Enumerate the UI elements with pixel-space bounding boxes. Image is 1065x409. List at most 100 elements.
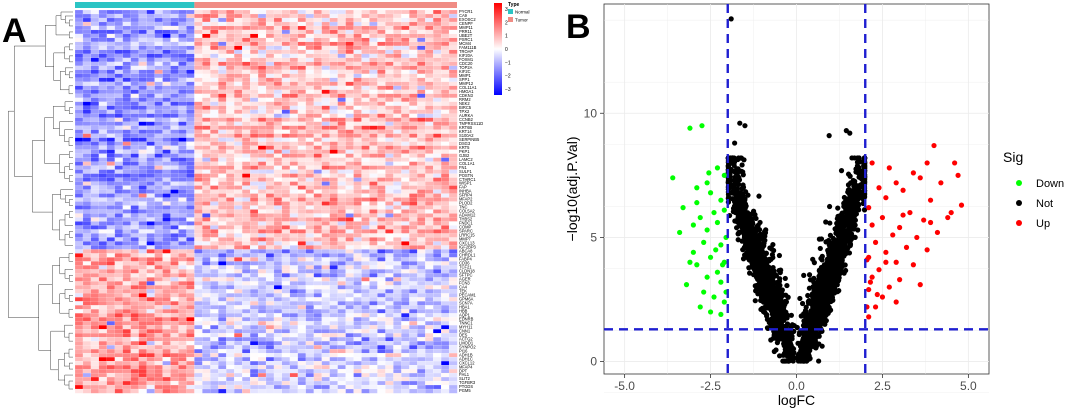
heatmap-cell	[448, 13, 458, 19]
heatmap-cell	[345, 185, 354, 190]
heatmap-cell	[353, 253, 362, 258]
heatmap-cell	[393, 245, 402, 250]
heatmap-cell	[417, 333, 426, 338]
heatmap-cell	[210, 125, 219, 131]
gene-label: SERPINB5	[459, 137, 480, 142]
heatmap-cell	[250, 205, 259, 210]
heatmap-cell	[305, 169, 315, 174]
heatmap-cell	[329, 233, 338, 238]
heatmap-cell	[90, 153, 100, 158]
heatmap-cell	[90, 61, 100, 67]
heatmap-cell	[377, 337, 386, 342]
heatmap-cell	[321, 269, 331, 274]
heatmap-cell	[242, 249, 251, 254]
heatmap-cell	[226, 329, 235, 334]
heatmap-cell	[369, 237, 378, 242]
heatmap-cell	[305, 45, 315, 51]
heatmap-cell	[257, 73, 267, 79]
gene-label: PSRC1	[459, 37, 473, 42]
heatmap-cell	[122, 261, 132, 266]
heatmap-cell	[409, 109, 418, 115]
heatmap-cell	[250, 384, 259, 390]
heatmap-cell	[130, 105, 140, 111]
heatmap-cell	[297, 213, 307, 218]
heatmap-cell	[369, 173, 378, 178]
heatmap-cell	[226, 217, 235, 222]
dendrogram-branch	[68, 348, 73, 358]
heatmap-cell	[146, 209, 155, 214]
gene-label: MYH11	[459, 324, 473, 329]
heatmap-cell	[273, 33, 283, 39]
heatmap-cell	[130, 285, 140, 290]
heatmap-cell	[313, 337, 323, 342]
heatmap-cell	[265, 293, 275, 298]
heatmap-cell	[305, 73, 315, 79]
heatmap-cell	[369, 73, 378, 79]
heatmap-cell	[138, 173, 148, 178]
heatmap-cell	[281, 253, 291, 258]
heatmap-cell	[82, 201, 92, 206]
heatmap-cell	[98, 249, 108, 254]
heatmap-cell	[329, 137, 338, 143]
heatmap-cell	[178, 73, 187, 79]
heatmap-cell	[337, 309, 346, 314]
heatmap-cell	[154, 329, 163, 334]
heatmap-cell	[170, 305, 179, 310]
heatmap-cell	[441, 45, 450, 51]
heatmap-cell	[210, 229, 219, 234]
heatmap-cell	[202, 281, 211, 286]
heatmap-cell	[106, 361, 116, 366]
heatmap-cell	[401, 17, 410, 23]
heatmap-cell	[162, 257, 171, 262]
heatmap-cell	[162, 9, 171, 15]
heatmap-cell	[417, 57, 426, 63]
heatmap-cell	[448, 229, 458, 234]
heatmap-cell	[393, 372, 402, 378]
heatmap-cell	[448, 73, 458, 79]
heatmap-cell	[425, 205, 434, 210]
heatmap-cell	[417, 241, 426, 246]
heatmap-cell	[218, 81, 227, 87]
heatmap-cell	[345, 269, 354, 274]
heatmap-cell	[329, 357, 338, 362]
heatmap-cell	[313, 321, 323, 326]
heatmap-cell	[98, 368, 108, 374]
heatmap-cell	[369, 209, 378, 214]
heatmap-cell	[82, 157, 92, 162]
heatmap-cell	[122, 257, 132, 262]
heatmap-cell	[281, 149, 291, 155]
heatmap-cell	[250, 49, 259, 55]
heatmap-cell	[146, 237, 155, 242]
heatmap-cell	[138, 301, 148, 306]
heatmap-cell	[154, 364, 163, 370]
heatmap-cell	[401, 65, 410, 71]
heatmap-cell	[297, 333, 307, 338]
heatmap-cell	[305, 313, 315, 318]
heatmap-cell	[194, 273, 203, 278]
heatmap-cell	[257, 69, 267, 75]
heatmap-cell	[409, 57, 418, 63]
gene-label: COL11A1	[459, 85, 477, 90]
heatmap-panel: PYCR1CA9EXOSC2CENPFMMP11PRR11UBE2TPSRC1M…	[8, 2, 530, 394]
heatmap-cell	[250, 368, 259, 374]
heatmap-cell	[329, 17, 338, 23]
heatmap-cell	[441, 357, 450, 362]
heatmap-cell	[210, 265, 219, 270]
heatmap-cell	[82, 109, 92, 115]
heatmap-cell	[345, 361, 354, 366]
heatmap-cell	[385, 309, 394, 314]
heatmap-cell	[289, 33, 299, 39]
heatmap-cell	[273, 101, 283, 107]
heatmap-cell	[281, 273, 291, 278]
heatmap-cell	[218, 37, 227, 43]
heatmap-cell	[329, 376, 338, 382]
heatmap-cell	[90, 313, 100, 318]
heatmap-cell	[345, 345, 354, 350]
heatmap-cell	[409, 101, 418, 107]
heatmap-cell	[74, 153, 84, 158]
heatmap-cell	[313, 61, 323, 67]
heatmap-cell	[385, 380, 394, 386]
heatmap-cell	[337, 157, 346, 162]
heatmap-cell	[90, 109, 100, 115]
heatmap-cell	[226, 249, 235, 254]
